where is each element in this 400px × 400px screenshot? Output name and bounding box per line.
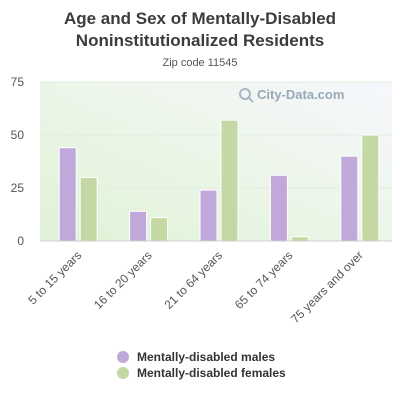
y-axis-ticks: 0 25 50 75 xyxy=(11,75,25,248)
y-tick-label-1: 25 xyxy=(11,181,25,195)
watermark: City-Data.com xyxy=(239,87,344,103)
bar-males-4 xyxy=(340,155,359,242)
x-axis-labels: 5 to 15 years 16 to 20 years 21 to 64 year… xyxy=(25,248,366,326)
bar-females-0 xyxy=(79,176,98,242)
legend-item-males: Mentally-disabled males xyxy=(117,350,275,364)
legend-swatch-females xyxy=(117,367,129,379)
bars xyxy=(58,119,380,242)
magnifier-icon xyxy=(239,88,254,103)
chart-subtitle: Zip code 11545 xyxy=(162,57,237,69)
bar-males-2 xyxy=(199,189,218,242)
x-tick-label-3: 65 to 74 years xyxy=(232,248,296,312)
grid-lines xyxy=(40,81,392,189)
chart-title-line-2: Noninstitutionalized Residents xyxy=(76,31,324,50)
legend-swatch-males xyxy=(117,351,129,363)
bar-males-3 xyxy=(269,174,288,242)
legend-label-females: Mentally-disabled females xyxy=(137,366,286,380)
watermark-text: City-Data.com xyxy=(257,87,344,102)
bar-females-4 xyxy=(361,134,380,242)
x-tick-label-2: 21 to 64 years xyxy=(161,248,225,312)
legend: Mentally-disabled males Mentally-disable… xyxy=(117,350,286,380)
y-tick-label-0: 0 xyxy=(17,234,24,248)
bar-females-1 xyxy=(150,217,169,242)
y-tick-label-3: 75 xyxy=(11,75,25,89)
bar-females-3 xyxy=(290,236,309,242)
legend-label-males: Mentally-disabled males xyxy=(137,350,275,364)
bar-males-1 xyxy=(129,210,148,242)
bar-males-0 xyxy=(58,147,77,242)
x-tick-label-0: 5 to 15 years xyxy=(25,248,84,307)
bar-females-2 xyxy=(220,119,239,242)
legend-item-females: Mentally-disabled females xyxy=(117,366,286,380)
chart-title-line-1: Age and Sex of Mentally-Disabled xyxy=(64,9,336,28)
x-tick-label-1: 16 to 20 years xyxy=(91,248,155,312)
y-tick-label-2: 50 xyxy=(11,128,25,142)
x-tick-label-4: 75 years and over xyxy=(288,248,366,326)
